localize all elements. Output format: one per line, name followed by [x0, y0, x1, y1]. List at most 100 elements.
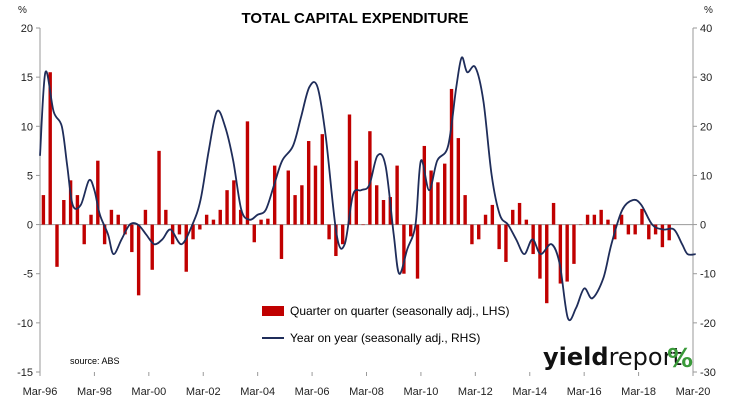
qoq-bar [266, 218, 270, 225]
qoq-bar [572, 224, 576, 264]
qoq-bar [477, 224, 481, 240]
qoq-bar [136, 224, 141, 296]
qoq-bar [340, 224, 345, 245]
qoq-bar [443, 163, 447, 225]
qoq-bar [164, 209, 168, 225]
qoq-bar [225, 190, 229, 225]
qoq-bar [245, 121, 250, 225]
brand-logo: yieldreport % [543, 343, 693, 374]
qoq-bar [123, 224, 127, 235]
qoq-bar [415, 224, 420, 279]
brand-pct-icon: % [667, 344, 693, 374]
qoq-bar [102, 224, 107, 245]
x-tick-label: Mar-98 [77, 386, 112, 398]
right-tick-label: 0 [700, 220, 706, 232]
qoq-bar [436, 182, 440, 225]
qoq-bar [204, 214, 209, 225]
qoq-bar [293, 195, 297, 225]
qoq-bar [238, 209, 243, 225]
left-tick-label: 15 [21, 72, 33, 84]
brand-bold: yield [543, 343, 609, 371]
qoq-bar [62, 200, 66, 225]
yoy-line [39, 56, 696, 322]
qoq-bar [409, 224, 413, 237]
qoq-bar [218, 209, 222, 225]
qoq-bar [585, 214, 590, 225]
qoq-bar [456, 138, 461, 225]
legend: Quarter on quarter (seasonally adj., LHS… [262, 304, 509, 345]
qoq-bar [511, 209, 515, 225]
qoq-bar [375, 185, 379, 225]
qoq-bar [150, 224, 154, 270]
qoq-bar [497, 224, 501, 250]
left-tick-label: 10 [21, 121, 33, 133]
qoq-bar [55, 224, 59, 267]
qoq-bar [170, 224, 175, 245]
qoq-bar [191, 224, 195, 240]
qoq-bar [381, 200, 386, 225]
qoq-bar [504, 224, 508, 262]
brand-light: report [609, 343, 682, 371]
qoq-bar [334, 224, 338, 257]
qoq-bar [470, 224, 474, 245]
qoq-bar [545, 224, 549, 304]
right-tick-label: 30 [700, 72, 712, 84]
qoq-bar [647, 224, 651, 240]
left-tick-label: -5 [23, 269, 33, 281]
left-axis-unit: % [18, 5, 27, 16]
left-tick-label: 0 [27, 220, 33, 232]
axes-layer: -15 -10 -5 0 5 10 15 20 -30 -20 -10 0 10 20 30 40 Mar-96… [17, 23, 716, 398]
x-tick-label: Mar-10 [403, 386, 438, 398]
qoq-bar [619, 214, 624, 225]
qoq-bar [198, 224, 202, 230]
qoq-bar [41, 195, 46, 225]
right-tick-label: 10 [700, 170, 712, 182]
qoq-bar [109, 209, 114, 225]
right-tick-label: 40 [700, 23, 712, 35]
line-layer [39, 56, 696, 322]
qoq-bar [626, 224, 631, 235]
source-note: source: ABS [70, 356, 120, 366]
left-tick-label: 20 [21, 23, 33, 35]
qoq-bar [327, 224, 331, 240]
qoq-bar [75, 195, 80, 225]
qoq-bar [48, 72, 52, 225]
legend-bar-swatch [262, 306, 284, 316]
qoq-bar [599, 209, 603, 225]
qoq-bar [558, 224, 563, 284]
qoq-bar [272, 165, 277, 225]
qoq-bar [463, 195, 467, 225]
bars-layer [41, 72, 671, 304]
right-tick-label: -30 [700, 367, 716, 379]
qoq-bar [551, 202, 556, 225]
qoq-bar [143, 209, 148, 225]
qoq-bar [211, 219, 216, 225]
qoq-bar [490, 204, 495, 225]
qoq-bar [660, 224, 665, 248]
qoq-bar [517, 202, 522, 225]
qoq-bar [653, 224, 658, 235]
left-tick-label: -10 [17, 318, 33, 330]
qoq-bar [579, 224, 583, 226]
qoq-bar [368, 131, 372, 225]
qoq-bar [232, 180, 236, 225]
x-tick-label: Mar-16 [567, 386, 602, 398]
qoq-bar [89, 214, 93, 225]
qoq-bar [429, 170, 433, 225]
qoq-bar [449, 88, 454, 225]
right-tick-label: -20 [700, 318, 716, 330]
qoq-bar [279, 224, 284, 259]
qoq-bar [395, 165, 399, 225]
qoq-bar [524, 219, 529, 225]
qoq-bar [96, 160, 100, 225]
qoq-bar [259, 219, 263, 225]
x-tick-label: Mar-04 [240, 386, 275, 398]
qoq-bar [313, 165, 318, 225]
qoq-bar [320, 134, 324, 225]
qoq-bar [116, 214, 120, 225]
qoq-bar [130, 224, 134, 253]
qoq-bar [184, 224, 188, 272]
x-tick-label: Mar-06 [295, 386, 330, 398]
x-tick-label: Mar-14 [512, 386, 547, 398]
